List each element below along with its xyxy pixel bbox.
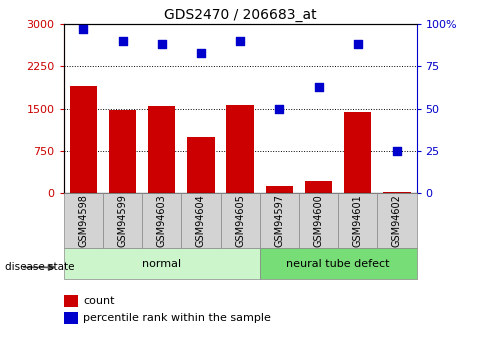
Text: GSM94599: GSM94599 <box>118 194 127 247</box>
Point <box>158 42 166 47</box>
Point <box>119 38 126 44</box>
FancyBboxPatch shape <box>377 193 416 248</box>
FancyBboxPatch shape <box>220 193 260 248</box>
Text: GSM94598: GSM94598 <box>78 194 88 247</box>
FancyBboxPatch shape <box>142 193 181 248</box>
Text: GSM94603: GSM94603 <box>157 195 167 247</box>
Bar <box>70 86 97 193</box>
FancyBboxPatch shape <box>260 193 299 248</box>
Point <box>315 84 322 89</box>
Bar <box>305 181 332 193</box>
Bar <box>226 105 254 193</box>
Point <box>236 38 244 44</box>
FancyBboxPatch shape <box>103 193 142 248</box>
Text: GSM94605: GSM94605 <box>235 194 245 247</box>
FancyBboxPatch shape <box>181 193 221 248</box>
Text: count: count <box>83 296 115 306</box>
Text: percentile rank within the sample: percentile rank within the sample <box>83 314 271 323</box>
Title: GDS2470 / 206683_at: GDS2470 / 206683_at <box>164 8 317 22</box>
Bar <box>109 110 136 193</box>
Text: GSM94602: GSM94602 <box>392 194 402 247</box>
Point <box>354 42 362 47</box>
FancyBboxPatch shape <box>338 193 377 248</box>
Point <box>275 106 283 111</box>
Point <box>197 50 205 56</box>
Point <box>79 27 87 32</box>
Bar <box>266 186 293 193</box>
Point <box>393 148 401 154</box>
Text: disease state: disease state <box>5 263 74 272</box>
Text: GSM94600: GSM94600 <box>314 195 323 247</box>
Bar <box>383 191 411 193</box>
Text: GSM94604: GSM94604 <box>196 195 206 247</box>
Bar <box>344 112 371 193</box>
Text: GSM94597: GSM94597 <box>274 194 284 247</box>
FancyBboxPatch shape <box>64 248 260 279</box>
Bar <box>148 106 175 193</box>
FancyBboxPatch shape <box>299 193 338 248</box>
FancyBboxPatch shape <box>260 248 416 279</box>
Text: GSM94601: GSM94601 <box>353 195 363 247</box>
Text: normal: normal <box>142 259 181 269</box>
Text: neural tube defect: neural tube defect <box>286 259 390 269</box>
FancyBboxPatch shape <box>64 193 103 248</box>
Bar <box>187 137 215 193</box>
